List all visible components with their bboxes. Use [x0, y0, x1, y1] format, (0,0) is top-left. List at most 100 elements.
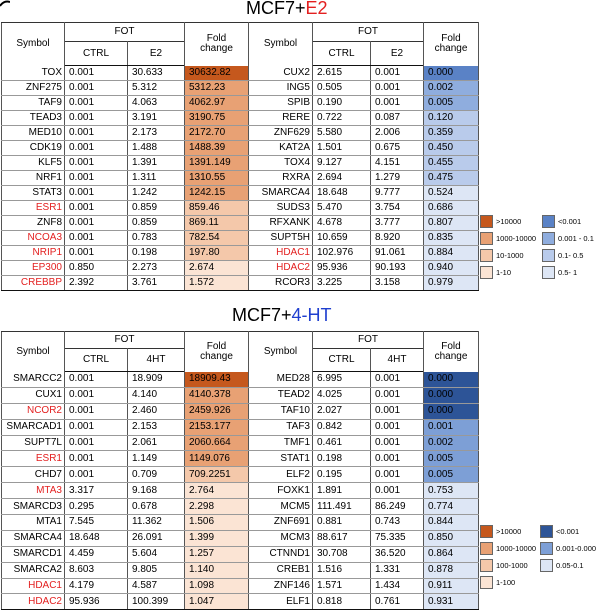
ctrl-value: 6.995 — [312, 371, 371, 388]
fold-change-header: Fold change — [423, 331, 479, 372]
ctrl-value: 0.001 — [64, 387, 128, 404]
legend-item: 1-100 — [480, 574, 536, 591]
treatment-value: 0.859 — [127, 200, 185, 216]
ctrl-value: 0.001 — [64, 140, 128, 156]
table-row: MED10 0.001 2.173 2172.70 ZNF629 5.580 2.006 0.… — [1, 125, 479, 141]
treatment-value: 2.173 — [127, 125, 185, 141]
treatment-value: 2.460 — [127, 403, 185, 420]
treatment-header: E2 — [127, 41, 185, 66]
fold-change-value: 4140.378 — [184, 387, 249, 404]
gene-symbol: MED28 — [248, 371, 313, 388]
ctrl-value: 0.001 — [64, 110, 128, 126]
gene-symbol: ING5 — [248, 80, 313, 96]
treatment-header: 4HT — [127, 348, 185, 372]
treatment-value: 26.091 — [127, 530, 185, 547]
fot-header: FOT — [312, 22, 424, 42]
gene-symbol: CTNND1 — [248, 546, 313, 563]
legend-label: 100-1000 — [496, 561, 528, 570]
table-row: NCOR2 0.001 2.460 2459.926 TAF10 2.027 0.001 0.… — [1, 403, 479, 420]
gene-symbol: RXRA — [248, 170, 313, 186]
ctrl-value: 88.617 — [312, 530, 371, 547]
legend-item: >10000 — [480, 213, 536, 230]
gene-symbol: ESR1 — [1, 200, 65, 216]
fold-change-value: 859.46 — [184, 200, 249, 216]
gene-symbol: NCOR2 — [1, 403, 65, 420]
gene-symbol: TEAD2 — [248, 387, 313, 404]
fold-change-value: 0.120 — [423, 110, 479, 126]
fold-change-value: 2.298 — [184, 498, 249, 516]
gene-symbol: EP300 — [1, 260, 65, 276]
gene-symbol: TOX — [1, 65, 65, 81]
treatment-value: 1.391 — [127, 155, 185, 171]
fold-change-header: Fold change — [184, 22, 249, 66]
legend-item: 1000-10000 — [480, 230, 536, 247]
fold-change-value: 0.001 — [423, 419, 479, 436]
ctrl-value: 2.615 — [312, 65, 371, 81]
table-row: SMARCA2 8.603 9.805 1.140 CREB1 1.516 1.331 0.8… — [1, 562, 479, 579]
treatment-value: 0.198 — [127, 245, 185, 261]
table-row: SMARCAD1 0.001 2.153 2153.177 TAF3 0.842 0.001… — [1, 419, 479, 436]
treatment-value: 30.633 — [127, 65, 185, 81]
gene-symbol: SUPT5H — [248, 230, 313, 246]
panel1-legend-up: >10000 1000-10000 10-1000 1-10 — [480, 213, 536, 281]
fold-change-value: 0.000 — [423, 371, 479, 388]
treatment-value: 0.001 — [370, 387, 424, 404]
gene-symbol: CUX2 — [248, 65, 313, 81]
treatment-value: 3.158 — [370, 275, 424, 291]
gene-symbol: SMARCA4 — [248, 185, 313, 201]
table-row: NCOA3 0.001 0.783 782.54 SUPT5H 10.659 8.920 0.… — [1, 230, 479, 246]
ctrl-value: 2.392 — [64, 275, 128, 291]
legend-swatch — [480, 559, 493, 572]
ctrl-value: 0.001 — [64, 125, 128, 141]
treatment-value: 91.061 — [370, 245, 424, 261]
treatment-value: 9.777 — [370, 185, 424, 201]
gene-symbol: CHD7 — [1, 466, 65, 484]
treatment-value: 0.743 — [370, 514, 424, 531]
ctrl-value: 0.001 — [64, 185, 128, 201]
treatment-value: 2.273 — [127, 260, 185, 276]
fold-change-value: 0.807 — [423, 215, 479, 231]
treatment-value: 0.783 — [127, 230, 185, 246]
fold-change-value: 1488.39 — [184, 140, 249, 156]
gene-symbol: MCM5 — [248, 498, 313, 516]
ctrl-value: 4.459 — [64, 546, 128, 563]
gene-symbol: SMARCC2 — [1, 371, 65, 388]
treatment-value: 0.001 — [370, 482, 424, 500]
ctrl-value: 0.505 — [312, 80, 371, 96]
ctrl-value: 4.025 — [312, 387, 371, 404]
legend-item: >10000 — [480, 523, 536, 540]
legend-swatch — [542, 232, 555, 245]
treatment-value: 0.678 — [127, 498, 185, 516]
table-row: CDK19 0.001 1.488 1488.39 KAT2A 1.501 0.675 0.4… — [1, 140, 479, 156]
ctrl-header: CTRL — [64, 41, 128, 66]
panel1-legend-down: <0.001 0.001 - 0.1 0.1- 0.5 0.5- 1 — [542, 213, 594, 281]
gene-symbol: SMARCA4 — [1, 530, 65, 547]
treatment-value: 3.777 — [370, 215, 424, 231]
fot-header: FOT — [312, 331, 424, 349]
legend-label: 0.05-0.1 — [556, 561, 584, 570]
table-row: CREBBP 2.392 3.761 1.572 RCOR3 3.225 3.158 0.97… — [1, 275, 479, 291]
panel1-title: MCF7+E2 — [246, 0, 328, 19]
treatment-value: 4.151 — [370, 155, 424, 171]
ctrl-value: 102.976 — [312, 245, 371, 261]
treatment-value: 0.001 — [370, 80, 424, 96]
legend-label: 1000-10000 — [496, 544, 537, 553]
gene-symbol: ZNF691 — [248, 514, 313, 531]
legend-swatch — [480, 232, 493, 245]
legend-swatch — [540, 559, 553, 572]
legend-swatch — [542, 266, 555, 279]
ctrl-value: 7.545 — [64, 514, 128, 531]
fold-change-value: 0.835 — [423, 230, 479, 246]
ctrl-value: 1.571 — [312, 578, 371, 595]
legend-swatch — [480, 576, 493, 589]
ctrl-value: 0.001 — [64, 215, 128, 231]
ctrl-value: 9.127 — [312, 155, 371, 171]
gene-symbol: NRF1 — [1, 170, 65, 186]
ctrl-header: CTRL — [64, 348, 128, 372]
ctrl-value: 3.225 — [312, 275, 371, 291]
symbol-header: Symbol — [248, 331, 313, 372]
treatment-value: 1.149 — [127, 450, 185, 468]
legend-label: 0.5- 1 — [558, 268, 578, 277]
legend-swatch — [480, 215, 493, 228]
gene-symbol: TOX4 — [248, 155, 313, 171]
